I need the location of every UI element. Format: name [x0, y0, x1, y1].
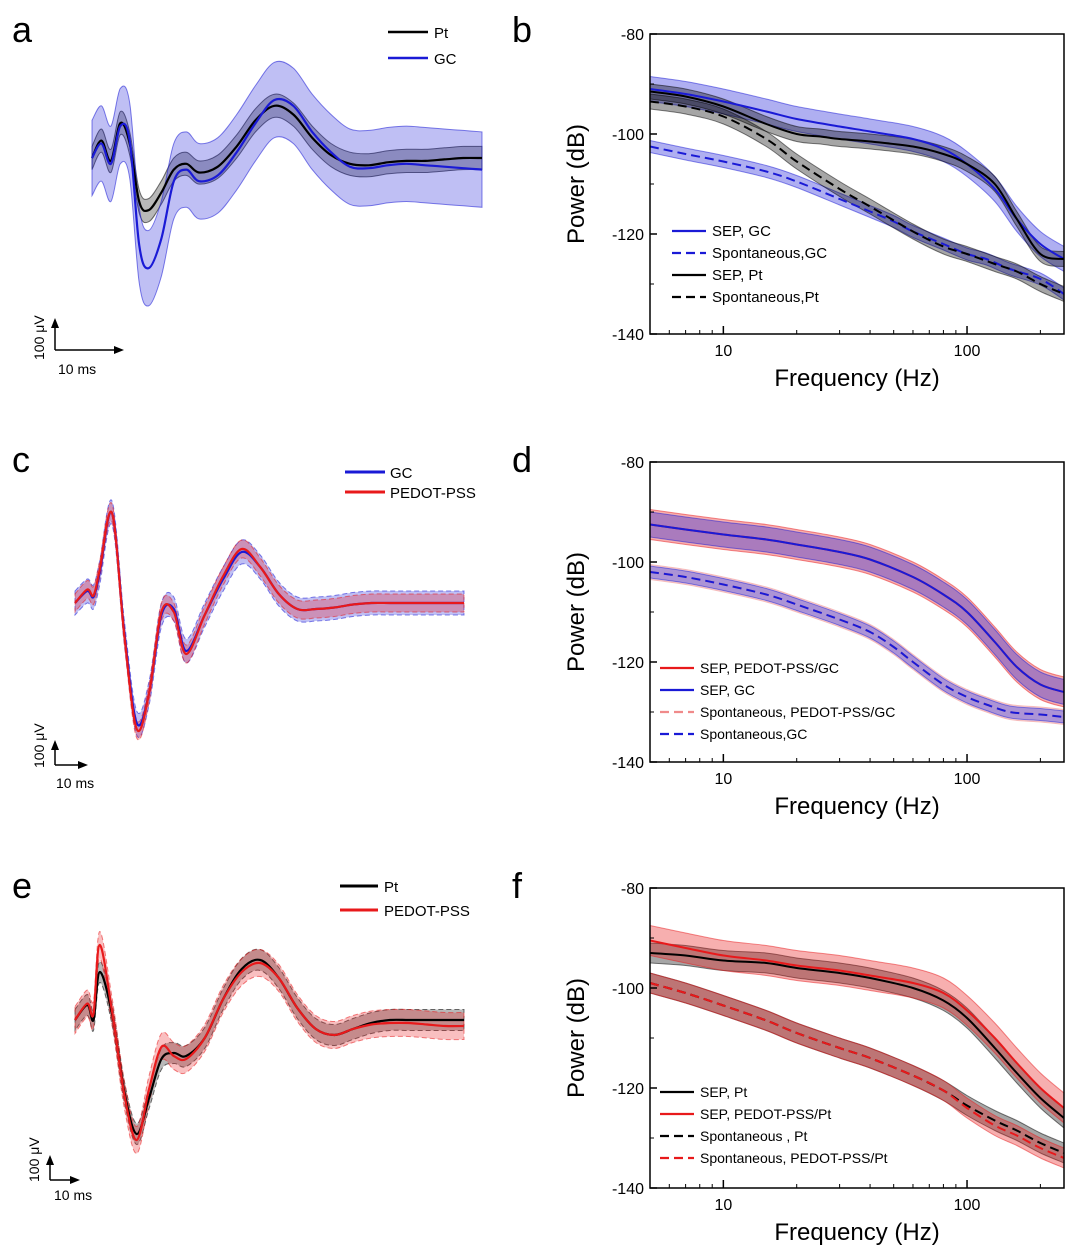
panel-letter-e: e: [12, 865, 32, 906]
y-tick-label: -120: [612, 1081, 644, 1098]
spectrum-b-band-1: [650, 139, 1064, 301]
y-tick-label: -80: [621, 881, 644, 898]
y-tick-label: -120: [612, 655, 644, 672]
legend-f-label: SEP, Pt: [700, 1084, 747, 1100]
spectrum-d-band-3: [650, 565, 1064, 724]
legend-b-label: Spontaneous,Pt: [712, 289, 820, 306]
spectrum-f-line-0: [650, 952, 1064, 1119]
waveform-e-band-1: [74, 930, 465, 1155]
spectrum-b-line-3: [650, 100, 1064, 295]
waveform-c-line-1: [74, 510, 464, 733]
legend-a-label-gc: GC: [434, 51, 457, 68]
arrow-right-icon: [114, 346, 124, 354]
x-tick-label: 100: [954, 343, 981, 360]
scalebar-a-voltage: 100 μV: [31, 315, 47, 360]
waveform-panel-e: [74, 930, 465, 1155]
y-tick-label: -120: [612, 227, 644, 244]
y-tick-label: -100: [612, 555, 644, 572]
y-tick-label: -80: [621, 27, 644, 44]
spectrum-d-band-0: [650, 508, 1064, 708]
legend-c-label-pedot: PEDOT-PSS: [390, 485, 476, 502]
waveform-e-line-0: [74, 958, 464, 1136]
arrow-right-icon: [70, 1176, 80, 1184]
spectrum-panel-b: -140 -120 -100 -80 10 100 Frequency (Hz) Power …: [563, 27, 1065, 392]
arrow-up-icon: [46, 1155, 54, 1165]
waveform-panel-a: [91, 60, 483, 307]
spectrum-d-line-3: [650, 571, 1064, 718]
spectrum-f-line-1: [650, 939, 1064, 1109]
scalebar-c-time: 10 ms: [56, 775, 94, 791]
legend-a: Pt GC: [388, 25, 457, 68]
scalebar-c-voltage: 100 μV: [31, 723, 47, 768]
legend-f-label: SEP, PEDOT-PSS/Pt: [700, 1106, 831, 1122]
spectrum-f-band-0: [650, 942, 1064, 1129]
x-axis-label: Frequency (Hz): [774, 1219, 939, 1246]
spectrum-f-band-3: [650, 972, 1064, 1169]
y-tick-label: -140: [612, 327, 644, 344]
x-axis-label: Frequency (Hz): [774, 365, 939, 392]
waveform-a-line-1: [91, 97, 483, 270]
waveform-c-line-0: [74, 510, 464, 727]
x-tick-label: 100: [954, 771, 981, 788]
legend-d-label: SEP, PEDOT-PSS/GC: [700, 660, 839, 676]
legend-b-label: Spontaneous,GC: [712, 245, 827, 262]
legend-c-label-gc: GC: [390, 465, 413, 482]
legend-d-label: Spontaneous,GC: [700, 726, 807, 742]
legend-d-label: SEP, GC: [700, 682, 755, 698]
panel-letter-a: a: [12, 9, 33, 50]
scalebar-a-time: 10 ms: [58, 361, 96, 377]
waveform-a-band-1: [91, 60, 483, 307]
legend-e: Pt PEDOT-PSS: [340, 879, 470, 920]
legend-b-label: SEP, GC: [712, 223, 771, 240]
legend-a-label-pt: Pt: [434, 25, 449, 42]
scalebar-c: 100 μV 10 ms: [31, 723, 94, 791]
scalebar-a: 100 μV 10 ms: [31, 315, 124, 377]
x-tick-label: 10: [714, 771, 732, 788]
waveform-panel-c: [74, 499, 465, 741]
arrow-up-icon: [51, 318, 59, 328]
spectrum-f-line-3: [650, 982, 1064, 1159]
scalebar-e-time: 10 ms: [54, 1187, 92, 1203]
x-tick-label: 10: [714, 1197, 732, 1214]
legend-b-label: SEP, Pt: [712, 267, 763, 284]
x-tick-label: 100: [954, 1197, 981, 1214]
spectrum-d-line-1: [650, 523, 1064, 693]
y-axis-label: Power (dB): [563, 552, 590, 672]
legend-f-label: Spontaneous , Pt: [700, 1128, 808, 1144]
scalebar-e-voltage: 100 μV: [26, 1137, 42, 1182]
legend-e-label-pedot: PEDOT-PSS: [384, 903, 470, 920]
y-tick-label: -80: [621, 455, 644, 472]
panel-letter-f: f: [512, 865, 523, 906]
legend-f-label: Spontaneous, PEDOT-PSS/Pt: [700, 1150, 888, 1166]
arrow-up-icon: [51, 740, 59, 750]
legend-c: GC PEDOT-PSS: [345, 465, 476, 502]
spectrum-b-line-1: [650, 145, 1064, 295]
arrow-right-icon: [78, 761, 88, 769]
x-axis-label: Frequency (Hz): [774, 793, 939, 820]
y-tick-label: -100: [612, 127, 644, 144]
spectrum-d-band-2: [650, 563, 1064, 726]
y-axis-label: Power (dB): [563, 124, 590, 244]
spectrum-panel-d: -140 -120 -100 -80 10 100 Frequency (Hz) Power …: [563, 455, 1065, 820]
x-tick-label: 10: [714, 343, 732, 360]
waveform-e-line-1: [74, 943, 465, 1142]
legend-d-label: Spontaneous, PEDOT-PSS/GC: [700, 704, 895, 720]
y-tick-label: -100: [612, 981, 644, 998]
spectrum-b-line-2: [650, 90, 1064, 260]
scalebar-e: 100 μV 10 ms: [26, 1137, 92, 1203]
spectrum-panel-f: -140 -120 -100 -80 10 100 Frequency (Hz) Power …: [563, 881, 1065, 1246]
panel-letter-b: b: [512, 9, 532, 50]
panel-letter-c: c: [12, 439, 30, 480]
y-tick-label: -140: [612, 1181, 644, 1198]
waveform-e-band-0: [74, 948, 465, 1146]
legend-e-label-pt: Pt: [384, 879, 399, 896]
y-tick-label: -140: [612, 755, 644, 772]
spectrum-b-band-3: [650, 93, 1064, 303]
y-axis-label: Power (dB): [563, 978, 590, 1098]
panel-letter-d: d: [512, 439, 532, 480]
